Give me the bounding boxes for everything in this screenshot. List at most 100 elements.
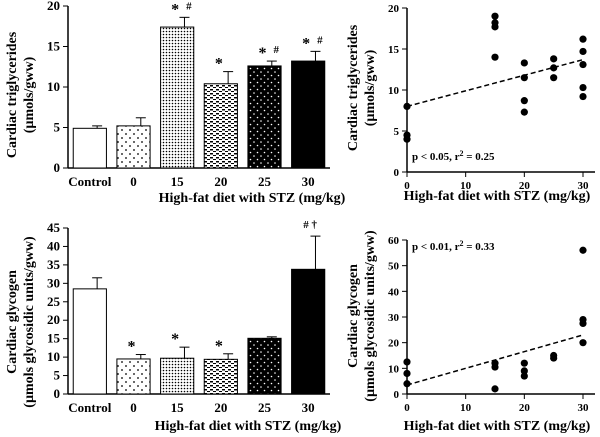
gly-scatter-data-point [520, 372, 528, 380]
gly-bar-category-label: Control [68, 400, 111, 415]
gly-bar-significance-star: * [128, 339, 136, 356]
tg-bar-bar [247, 65, 282, 169]
tg-bar-bar [203, 83, 238, 169]
tg-scatter-data-point [579, 35, 587, 43]
gly-scatter-data-point [579, 339, 587, 347]
tg-bar-ytick-label: 15 [47, 39, 61, 54]
gly-bar-significance-star: * [215, 338, 223, 355]
gly-scatter-data-point [520, 359, 528, 367]
gly-bar-category-label: 0 [130, 400, 137, 415]
gly-scatter-data-point [579, 319, 587, 328]
gly-bar-ytick-label: 20 [47, 312, 60, 327]
gly-bar-category-label: 25 [258, 400, 272, 415]
gly-bar-ytick-label: 15 [47, 331, 61, 346]
tg-bar-ytick-label: 20 [47, 0, 60, 13]
tg-scatter-data-point [403, 135, 411, 143]
tg-scatter-xtick-label: 10 [460, 180, 472, 192]
gly-bar-bar [72, 288, 107, 395]
gly-bar-significance-mark: # † [303, 219, 317, 231]
gly-scatter-stat-tail: = 0.33 [464, 241, 496, 253]
gly-bar-bar [116, 358, 151, 395]
gly-bar-ytick-label: 30 [47, 275, 60, 290]
gly-scatter-xlabel: High-fat diet with STZ (mg/kg) [404, 419, 591, 434]
tg-bar-chart: Cardiac triglycerides (µmols/gww) High-f… [5, 0, 346, 206]
tg-scatter-ytick-label: 20 [388, 3, 400, 15]
tg-scatter-ytick-label: 0 [394, 167, 400, 179]
tg-scatter-data-point [579, 83, 587, 92]
tg-bar-bar [160, 26, 195, 169]
gly-scatter-stat-text: p < 0.01, r [412, 241, 460, 253]
tg-scatter-data-point [491, 12, 499, 20]
tg-bar-category-label: 30 [302, 174, 315, 189]
gly-scatter-ytick-label: 30 [388, 312, 400, 324]
gly-scatter-ytick-label: 10 [388, 363, 400, 375]
tg-bar-category-label: 25 [258, 174, 272, 189]
gly-scatter-ytick-label: 40 [388, 286, 400, 298]
gly-scatter-chart: Cardiac glycogen (µmols glycosidic units… [346, 230, 595, 434]
tg-scatter-data-point [550, 74, 558, 82]
gly-bar-ytick-label: 10 [47, 349, 60, 364]
tg-bar-ylabel-1: Cardiac triglycerides [5, 31, 20, 158]
gly-scatter-ytick-label: 0 [394, 389, 400, 401]
tg-bar-ytick-label: 0 [54, 160, 61, 175]
tg-bar-significance-mark: # [186, 0, 192, 12]
gly-scatter-data-point [403, 358, 411, 366]
gly-scatter-ylabel-2: (µmols glycosidic units/gww) [363, 230, 378, 402]
tg-bar-category-label: Control [68, 174, 111, 189]
gly-scatter-ytick-label: 50 [388, 261, 400, 273]
gly-scatter-xtick-label: 30 [578, 402, 590, 414]
tg-scatter-data-point [550, 55, 558, 63]
tg-scatter-xlabel: High-fat diet with STZ (mg/kg) [404, 189, 591, 204]
gly-scatter-ylabel-1: Cardiac glycogen [346, 264, 361, 368]
tg-scatter-xtick-label: 30 [578, 180, 590, 192]
tg-bar-significance-star: * [259, 45, 267, 62]
tg-bar-xlabel: High-fat diet with STZ (mg/kg) [159, 191, 346, 206]
gly-bar-bar [247, 337, 282, 395]
tg-scatter-stat-text: p < 0.05, r [412, 151, 460, 163]
gly-scatter-stat: p < 0.01, r2 = 0.33 [412, 239, 495, 253]
gly-bar-chart: Cardiac glycogen (µmols glycosidic units… [5, 219, 342, 434]
tg-bar-ytick-label: 5 [54, 120, 61, 135]
gly-bar-ytick-label: 35 [47, 257, 61, 272]
tg-scatter-xtick-label: 0 [404, 180, 410, 192]
gly-bar-ytick-label: 0 [54, 386, 61, 401]
tg-scatter-data-point [491, 53, 499, 61]
tg-scatter-data-point [550, 64, 558, 72]
gly-bar-xlabel: High-fat diet with STZ (mg/kg) [155, 419, 342, 434]
gly-scatter-data-point [403, 380, 411, 388]
gly-scatter-data-point [520, 367, 528, 375]
tg-bar-bar [291, 60, 326, 169]
tg-scatter-data-point [579, 92, 587, 101]
tg-bar-significance-star: * [171, 1, 179, 18]
gly-scatter-stat-sup: 2 [460, 239, 464, 248]
gly-bar-significance-star: * [171, 331, 179, 348]
tg-bar-bar [116, 125, 151, 169]
tg-scatter-stat-sup: 2 [460, 149, 464, 158]
tg-scatter-data-point [520, 97, 528, 105]
tg-bar-category-label: 15 [171, 174, 185, 189]
gly-bar-bar [203, 358, 238, 395]
gly-scatter-xtick-label: 0 [404, 402, 410, 414]
tg-scatter-ytick-label: 10 [388, 85, 400, 97]
gly-scatter-ytick-label: 20 [388, 338, 400, 350]
gly-bar-ytick-label: 45 [47, 220, 61, 235]
gly-scatter-data-point [550, 351, 558, 360]
gly-scatter-data-point [491, 385, 499, 393]
tg-scatter-ylabel-2: (µmols/gww) [363, 49, 378, 126]
gly-bar-category-label: 15 [171, 400, 185, 415]
gly-scatter-xtick-label: 10 [460, 402, 472, 414]
gly-scatter-data-point [491, 363, 499, 371]
tg-bar-ytick-label: 10 [47, 79, 60, 94]
tg-bar-ylabel-2: (µmols/gww) [22, 56, 37, 133]
tg-bar-bar [72, 127, 107, 169]
tg-bar-significance-star: * [302, 35, 310, 52]
gly-bar-ylabel-1: Cardiac glycogen [5, 270, 20, 374]
gly-bar-category-label: 30 [302, 400, 315, 415]
tg-scatter-xtick-label: 20 [519, 180, 531, 192]
tg-scatter-stat-tail: = 0.25 [464, 151, 496, 163]
gly-scatter-data-point [403, 369, 411, 378]
tg-scatter-stat: p < 0.05, r2 = 0.25 [412, 149, 495, 163]
tg-scatter-data-point [579, 47, 587, 56]
tg-scatter-data-point [491, 23, 499, 31]
gly-bar-bar [291, 268, 326, 395]
